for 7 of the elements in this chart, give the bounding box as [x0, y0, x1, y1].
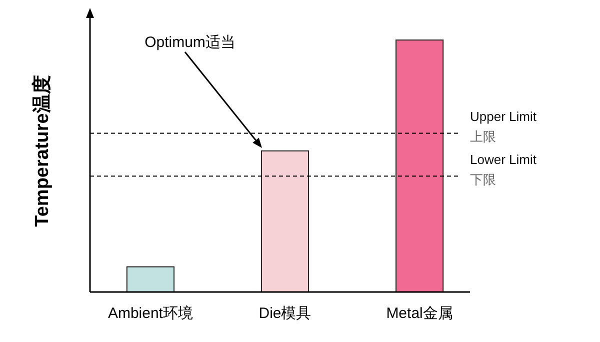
x-tick-label: Metal金属	[386, 305, 453, 322]
ref-line-label: Lower Limit 下限	[470, 152, 537, 188]
x-tick-label: Ambient环境	[108, 305, 193, 322]
annotation: Optimum适当	[144, 34, 236, 51]
y-axis-title: Temperature温度	[31, 75, 53, 227]
ref-line-label: Upper Limit 上限	[470, 109, 537, 144]
x-tick-label: Die模具	[258, 305, 312, 322]
